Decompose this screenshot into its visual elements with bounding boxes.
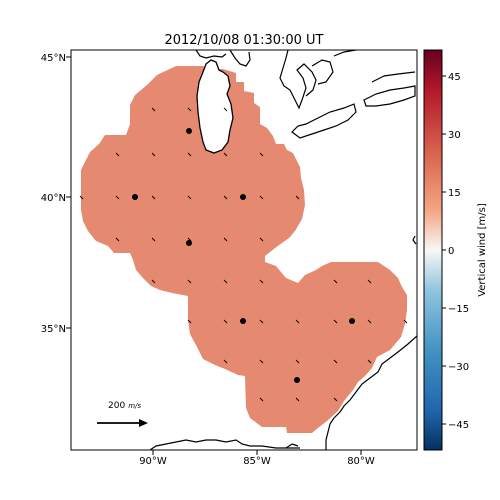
- wind-vectors: [79, 107, 408, 402]
- station-marker: [294, 377, 300, 383]
- colorbar-tick-label: 15: [448, 188, 461, 199]
- station-marker: [240, 318, 246, 324]
- vertical-wind-region: [81, 66, 407, 433]
- colorbar-label: Vertical wind [m/s]: [477, 203, 488, 297]
- scale-label: 200 m/s: [108, 401, 141, 411]
- lon-tick-label: 80°W: [347, 456, 375, 467]
- station-markers: [132, 128, 355, 383]
- colorbar-tick-label: 45: [448, 72, 461, 83]
- lat-axis: 45°N 40°N 35°N: [41, 53, 71, 335]
- colorbar-tick-label: 30: [448, 130, 461, 141]
- lat-tick-label: 45°N: [41, 53, 66, 64]
- station-marker: [186, 128, 192, 134]
- colorbar-tick-label: −30: [448, 362, 469, 373]
- map-title: 2012/10/08 01:30:00 UT: [164, 33, 323, 48]
- colorbar-scale: [423, 49, 443, 451]
- map-frame: [70, 49, 418, 451]
- station-marker: [186, 240, 192, 246]
- lake-michigan: [196, 59, 234, 154]
- station-marker: [240, 194, 246, 200]
- lon-axis: 90°W 85°W 80°W: [139, 450, 375, 467]
- great-lakes-coastline: [149, 50, 417, 450]
- lon-tick-label: 90°W: [139, 456, 167, 467]
- colorbar-tick-label: 0: [448, 246, 454, 257]
- colorbar-tick-label: −15: [448, 304, 469, 315]
- station-marker: [349, 318, 355, 324]
- map-area: 200 m/s: [71, 50, 417, 450]
- lat-tick-label: 40°N: [41, 193, 66, 204]
- colorbar: 45 30 15 0 −15 −30 −45 Vertical wind [m/…: [423, 49, 488, 451]
- lat-tick-label: 35°N: [41, 324, 66, 335]
- lon-tick-label: 85°W: [243, 456, 271, 467]
- scale-arrow: [97, 419, 148, 427]
- colorbar-tick-label: −45: [448, 420, 469, 431]
- station-marker: [132, 194, 138, 200]
